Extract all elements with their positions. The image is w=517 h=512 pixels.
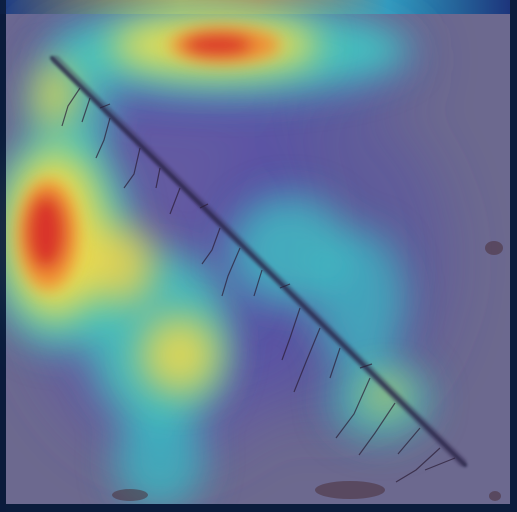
left-edge-band xyxy=(0,0,6,512)
specimen-branch-texture xyxy=(61,87,456,483)
bottom-edge-band xyxy=(0,504,517,512)
right-edge-band xyxy=(510,0,517,512)
specimen-bottom-debris xyxy=(112,241,503,501)
specimen-diagonal-edge xyxy=(50,55,467,467)
overlay-peak-intensity xyxy=(18,27,280,290)
